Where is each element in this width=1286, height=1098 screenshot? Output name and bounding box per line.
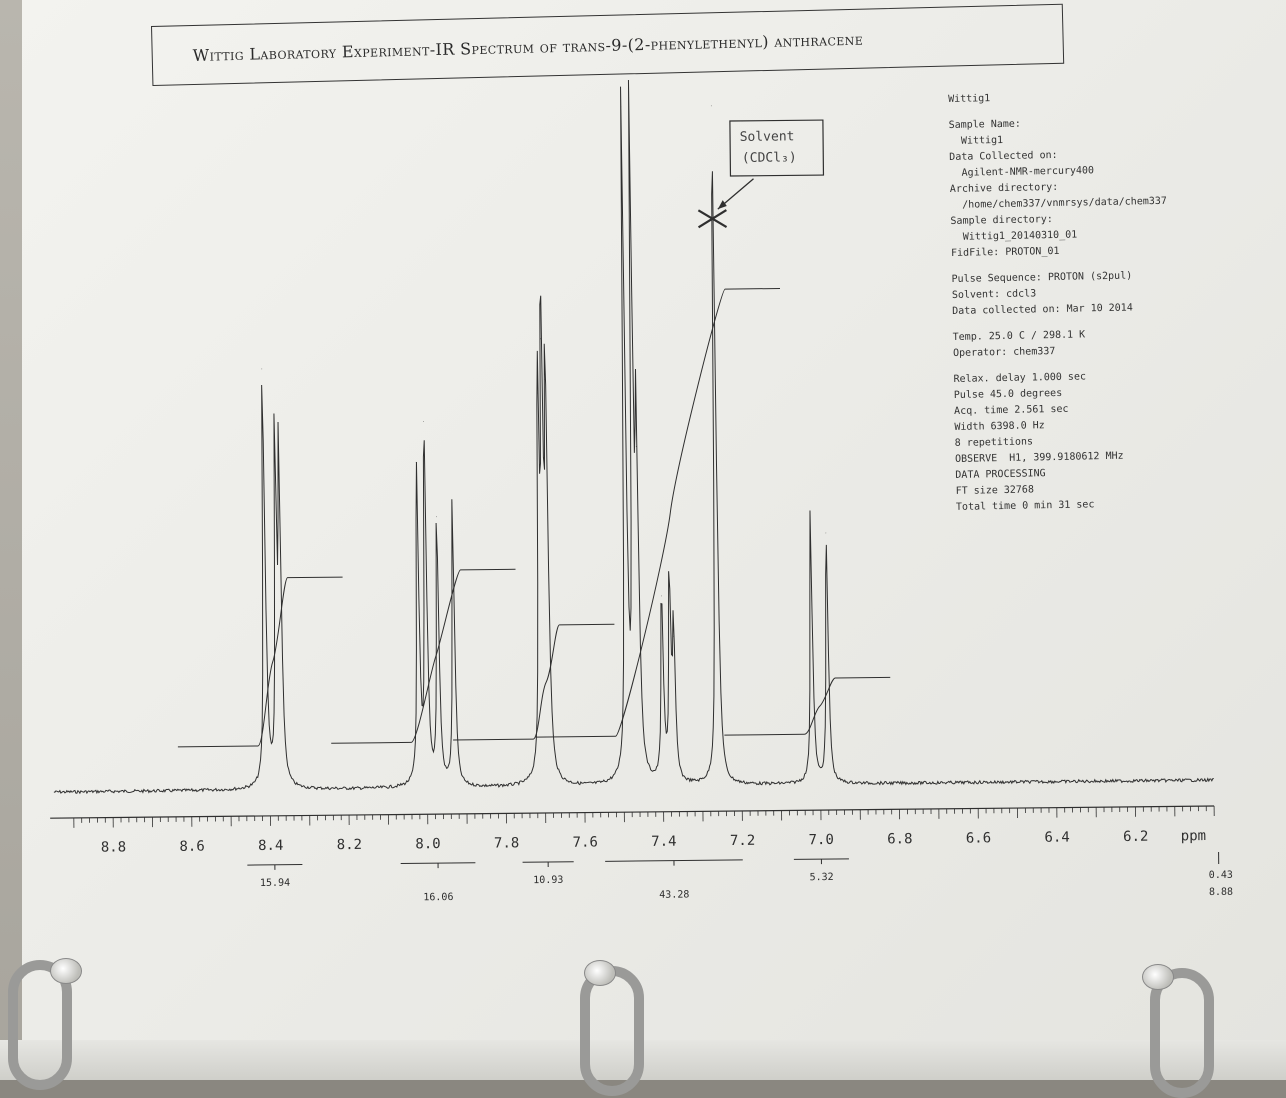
x-tick-label: 8.8 — [101, 839, 126, 855]
integral-value-label: 43.28 — [659, 889, 689, 900]
x-tick-label: 7.4 — [651, 834, 676, 850]
right-scale-value: 0.43 — [1209, 870, 1233, 881]
integral-curve — [452, 624, 616, 740]
solvent-annotation-text: Solvent — [740, 129, 795, 145]
solvent-cross-mark — [698, 210, 726, 227]
integral-curve — [176, 577, 344, 747]
integral-curve — [531, 289, 785, 738]
integral-value-label: 10.93 — [533, 875, 563, 886]
x-tick-label: 7.0 — [808, 832, 833, 848]
integral-value-label: 15.94 — [260, 878, 290, 889]
right-scale-value: 8.88 — [1209, 887, 1233, 898]
integral-curve — [724, 677, 891, 735]
binder-ring-middle — [580, 966, 644, 1096]
x-tick-label: 7.2 — [730, 833, 755, 849]
punch-hole-middle — [584, 960, 616, 986]
x-axis-unit-label: ppm — [1181, 828, 1206, 844]
x-tick-label: 7.8 — [494, 835, 519, 851]
x-tick-label: 8.0 — [415, 836, 440, 852]
solvent-annotation-box — [730, 120, 824, 176]
integral-value-label: 16.06 — [423, 892, 453, 903]
x-tick-label: 7.6 — [573, 834, 598, 850]
solvent-annotation-text: (CDCl₃) — [742, 150, 797, 166]
x-tick-label: 8.6 — [179, 839, 204, 855]
x-tick-label: 6.6 — [966, 830, 991, 846]
integral-value-label: 5.32 — [809, 872, 833, 883]
x-tick-label: 8.4 — [258, 838, 283, 854]
x-tick-label: 6.2 — [1123, 829, 1148, 845]
annotation-arrowhead — [718, 200, 727, 209]
x-tick-label: 8.2 — [337, 837, 362, 853]
x-tick-label: 6.8 — [887, 831, 912, 847]
spectrum-trace — [46, 74, 1213, 794]
x-tick-label: 6.4 — [1044, 830, 1069, 846]
punch-hole-left — [50, 958, 82, 984]
punch-hole-right — [1142, 964, 1174, 990]
